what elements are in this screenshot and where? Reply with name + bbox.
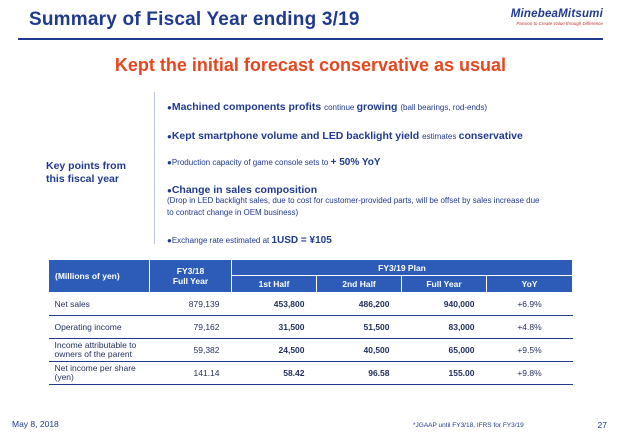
row-label: Income attributable to owners of the par… — [48, 338, 150, 362]
col-header-2nd-half: 2nd Half — [316, 275, 402, 293]
sales-composition-note-line1: (Drop in LED backlight sales, due to cos… — [167, 196, 540, 205]
summary-table: (Millions of yen) FY3/18 Full Year FY3/1… — [48, 259, 574, 385]
bullet-machined-components: ●Machined components profits continue gr… — [167, 97, 487, 115]
key-points-label: Key points from this fiscal year — [46, 160, 126, 186]
row-label-line2: owners of the parent — [54, 349, 133, 359]
key-points-divider — [154, 92, 155, 244]
table-row: Net income per share (yen) 141.14 58.42 … — [48, 361, 573, 385]
bullet-lead: Kept smartphone volume and LED backlight… — [171, 130, 423, 142]
fy18-header: FY3/18 Full Year — [149, 259, 232, 293]
col-header-1st-half: 1st Half — [231, 275, 317, 293]
unit-header: (Millions of yen) — [48, 259, 150, 293]
plan-header: FY3/19 Plan — [230, 259, 574, 276]
cell-2nd-half: 96.58 — [316, 361, 402, 385]
key-points-label-line1: Key points from — [46, 160, 126, 172]
cell-fy18: 59,382 — [149, 338, 232, 362]
footer-date: May 8, 2018 — [12, 419, 59, 429]
table-row: Operating income 79,162 31,500 51,500 83… — [48, 315, 573, 339]
cell-1st-half: 24,500 — [231, 338, 317, 362]
page-title: Summary of Fiscal Year ending 3/19 — [29, 9, 360, 30]
cell-2nd-half: 51,500 — [316, 315, 402, 339]
sales-composition-note: (Drop in LED backlight sales, due to cos… — [167, 195, 539, 219]
cell-fy18: 79,162 — [149, 315, 232, 339]
cell-1st-half: 453,800 — [231, 292, 317, 316]
row-label-line1: Net income per share — [54, 363, 136, 373]
bullet-game-console: ●Production capacity of game console set… — [167, 152, 381, 170]
cell-fy18: 141.14 — [149, 361, 232, 385]
footer-note: *JGAAP until FY3/18, IFRS for FY3/19 — [413, 422, 524, 429]
row-label-line1: Income attributable to — [54, 340, 137, 350]
cell-1st-half: 31,500 — [231, 315, 317, 339]
row-label: Net income per share (yen) — [48, 361, 150, 385]
bullet-lead: Change in sales composition — [171, 184, 318, 196]
bullet-smartphone-volume: ●Kept smartphone volume and LED backligh… — [167, 126, 523, 144]
headline: Kept the initial forecast conservative a… — [114, 55, 507, 75]
company-logo: MinebeaMitsumi Passion to Create Value t… — [511, 8, 603, 26]
bullet-marker: ● — [167, 158, 172, 167]
bullet-strong: + 50% YoY — [330, 157, 381, 168]
sales-composition-note-line2: to contract change in OEM business) — [167, 208, 299, 217]
bullet-strong: 1USD = ¥105 — [271, 235, 332, 246]
bullet-marker: ● — [167, 186, 172, 195]
bullet-marker: ● — [167, 103, 172, 112]
row-label: Net sales — [48, 292, 150, 316]
bullet-sales-composition: ●Change in sales composition — [167, 180, 317, 198]
row-label-line1: Net sales — [54, 298, 90, 309]
bullet-strong: conservative — [458, 130, 523, 142]
cell-full-year: 155.00 — [401, 361, 487, 385]
cell-yoy: +6.9% — [486, 292, 573, 316]
row-label-line2: (yen) — [54, 372, 74, 382]
col-header-full-year: Full Year — [401, 275, 487, 293]
fy18-header-line1: FY3/18 — [176, 266, 205, 276]
table-row: Income attributable to owners of the par… — [48, 338, 573, 362]
cell-full-year: 65,000 — [401, 338, 487, 362]
bullet-mid: estimates — [422, 132, 459, 141]
cell-2nd-half: 486,200 — [316, 292, 402, 316]
cell-fy18: 879,139 — [149, 292, 232, 316]
page-number: 27 — [597, 420, 607, 430]
row-label: Operating income — [48, 315, 150, 339]
table-row: Net sales 879,139 453,800 486,200 940,00… — [48, 292, 573, 316]
bullet-exchange-rate: ●Exchange rate estimated at 1USD = ¥105 — [167, 230, 332, 248]
bullet-tail: (ball bearings, rod-ends) — [400, 103, 488, 112]
bullet-lead: Exchange rate estimated at — [171, 236, 272, 245]
logo-name: MinebeaMitsumi — [510, 8, 603, 20]
fy18-header-line2: Full Year — [172, 276, 209, 286]
cell-yoy: +9.8% — [486, 361, 573, 385]
bullet-lead: Machined components profits — [171, 101, 325, 113]
cell-full-year: 940,000 — [401, 292, 487, 316]
col-header-yoy: YoY — [485, 275, 574, 293]
cell-full-year: 83,000 — [401, 315, 487, 339]
cell-yoy: +4.8% — [486, 315, 573, 339]
logo-tagline: Passion to Create Value through Differen… — [516, 21, 603, 26]
cell-2nd-half: 40,500 — [316, 338, 402, 362]
bullet-marker: ● — [167, 132, 172, 141]
bullet-lead: Production capacity of game console sets… — [171, 158, 331, 167]
bullet-marker: ● — [167, 236, 172, 245]
bullet-strong: growing — [356, 101, 401, 113]
title-divider — [18, 38, 603, 40]
row-label-line1: Operating income — [54, 321, 122, 332]
bullet-mid: continue — [324, 103, 357, 112]
key-points-label-line2: this fiscal year — [46, 173, 119, 185]
cell-1st-half: 58.42 — [231, 361, 317, 385]
cell-yoy: +9.5% — [486, 338, 573, 362]
